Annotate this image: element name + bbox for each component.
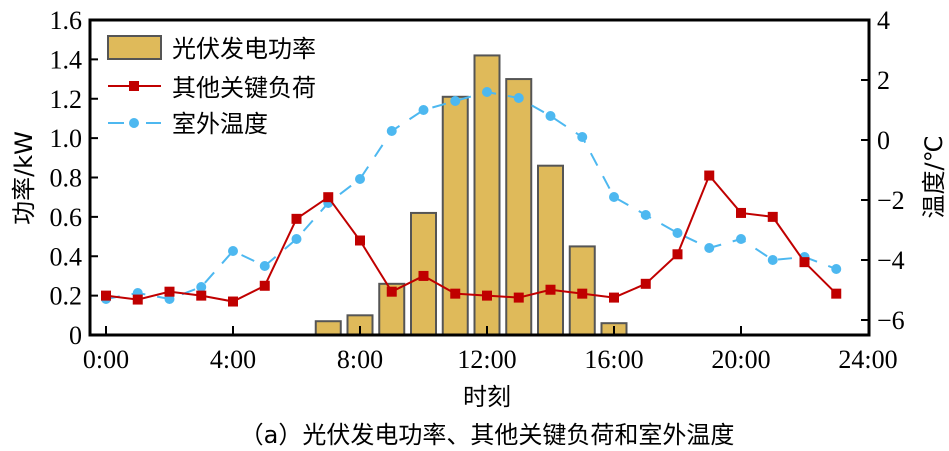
legend-temp-circle-icon — [129, 118, 139, 128]
right-tick-label: 0 — [877, 126, 890, 155]
temperature-point — [450, 96, 461, 106]
load-point — [164, 286, 175, 297]
left-tick-label: 1.4 — [50, 45, 83, 74]
right-tick-label: −2 — [877, 186, 905, 215]
pv-bar — [537, 164, 564, 336]
temperature-point — [704, 243, 715, 253]
load-point — [386, 286, 397, 297]
load-point — [513, 292, 524, 303]
legend-temp-label: 室外温度 — [172, 110, 268, 138]
left-tick-label: 0.6 — [50, 203, 83, 232]
temperature-point — [767, 255, 778, 265]
temperature-point — [672, 228, 683, 238]
load-point — [831, 288, 842, 299]
load-point — [196, 290, 207, 301]
load-point — [228, 296, 238, 307]
load-point — [577, 288, 588, 299]
left-tick-label: 1.6 — [50, 6, 83, 35]
temperature-point — [228, 246, 238, 256]
right-axis-title: 温度/℃ — [920, 135, 948, 218]
pv-power-bars — [314, 54, 628, 336]
left-axis-title: 功率/kW — [10, 131, 38, 225]
legend: 光伏发电功率 其他关键负荷 室外温度 — [107, 35, 316, 138]
left-tick-label: 0.2 — [50, 282, 83, 311]
temperature-point — [640, 210, 651, 220]
figure-caption: （a）光伏发电功率、其他关键负荷和室外温度 — [240, 421, 735, 449]
critical-load-series — [101, 170, 842, 307]
right-tick-label: −6 — [877, 306, 905, 335]
temperature-point — [577, 132, 588, 142]
load-point — [101, 290, 111, 301]
load-point — [545, 284, 556, 295]
load-point — [132, 294, 143, 305]
x-tick-label: 0:00 — [83, 345, 129, 374]
temperature-point — [831, 264, 842, 274]
x-tick-label: 24:00 — [838, 345, 897, 374]
load-point — [259, 280, 270, 291]
x-tick-label: 16:00 — [584, 345, 643, 374]
load-point — [767, 211, 778, 222]
right-tick-label: 4 — [877, 6, 890, 35]
right-tick-label: 2 — [877, 66, 890, 95]
load-point — [482, 290, 492, 301]
x-axis-title: 时刻 — [463, 383, 511, 411]
x-tick-label: 20:00 — [711, 345, 770, 374]
left-y-axis: 0 0.2 0.4 0.6 0.8 1.0 1.2 1.4 1.6 — [50, 6, 98, 350]
load-point — [450, 288, 461, 299]
right-y-axis: 4 2 0 −2 −4 −6 — [861, 6, 905, 335]
load-point — [291, 213, 302, 224]
temperature-point — [196, 282, 207, 292]
left-tick-label: 1.2 — [50, 85, 83, 114]
legend-pv-label: 光伏发电功率 — [172, 35, 316, 63]
pv-bar — [441, 95, 469, 336]
load-point — [609, 292, 619, 303]
pv-bar — [505, 78, 533, 336]
temperature-point — [386, 126, 397, 136]
load-point — [323, 192, 334, 203]
left-tick-label: 0 — [69, 321, 82, 350]
x-tick-label: 8:00 — [337, 345, 383, 374]
pv-bar — [314, 320, 342, 336]
temperature-point — [482, 87, 492, 97]
right-tick-label: −4 — [877, 246, 905, 275]
temperature-point — [355, 174, 365, 184]
load-point — [736, 207, 746, 218]
x-tick-label: 4:00 — [210, 345, 256, 374]
load-line — [105, 173, 837, 303]
temperature-point — [609, 192, 619, 202]
legend-load-square-icon — [129, 81, 139, 91]
temperature-point — [736, 234, 746, 244]
left-tick-label: 0.8 — [50, 164, 83, 193]
temperature-point — [291, 234, 302, 244]
load-point — [799, 257, 810, 268]
load-point — [355, 235, 365, 246]
temperature-point — [545, 111, 556, 121]
legend-pv-patch — [107, 35, 162, 60]
temperature-point — [259, 261, 270, 271]
legend-load-label: 其他关键负荷 — [172, 74, 316, 102]
x-axis: 0:00 4:00 8:00 12:00 16:00 20:00 24:00 — [83, 326, 898, 374]
left-tick-label: 1.0 — [50, 124, 83, 153]
temperature-point — [513, 93, 524, 103]
temperature-point — [418, 105, 429, 115]
load-point — [704, 170, 715, 181]
temperature-line — [105, 90, 837, 301]
load-point — [640, 278, 651, 289]
load-point — [672, 249, 683, 260]
left-tick-label: 0.4 — [50, 242, 83, 271]
x-tick-label: 12:00 — [457, 345, 516, 374]
load-point — [418, 270, 429, 281]
